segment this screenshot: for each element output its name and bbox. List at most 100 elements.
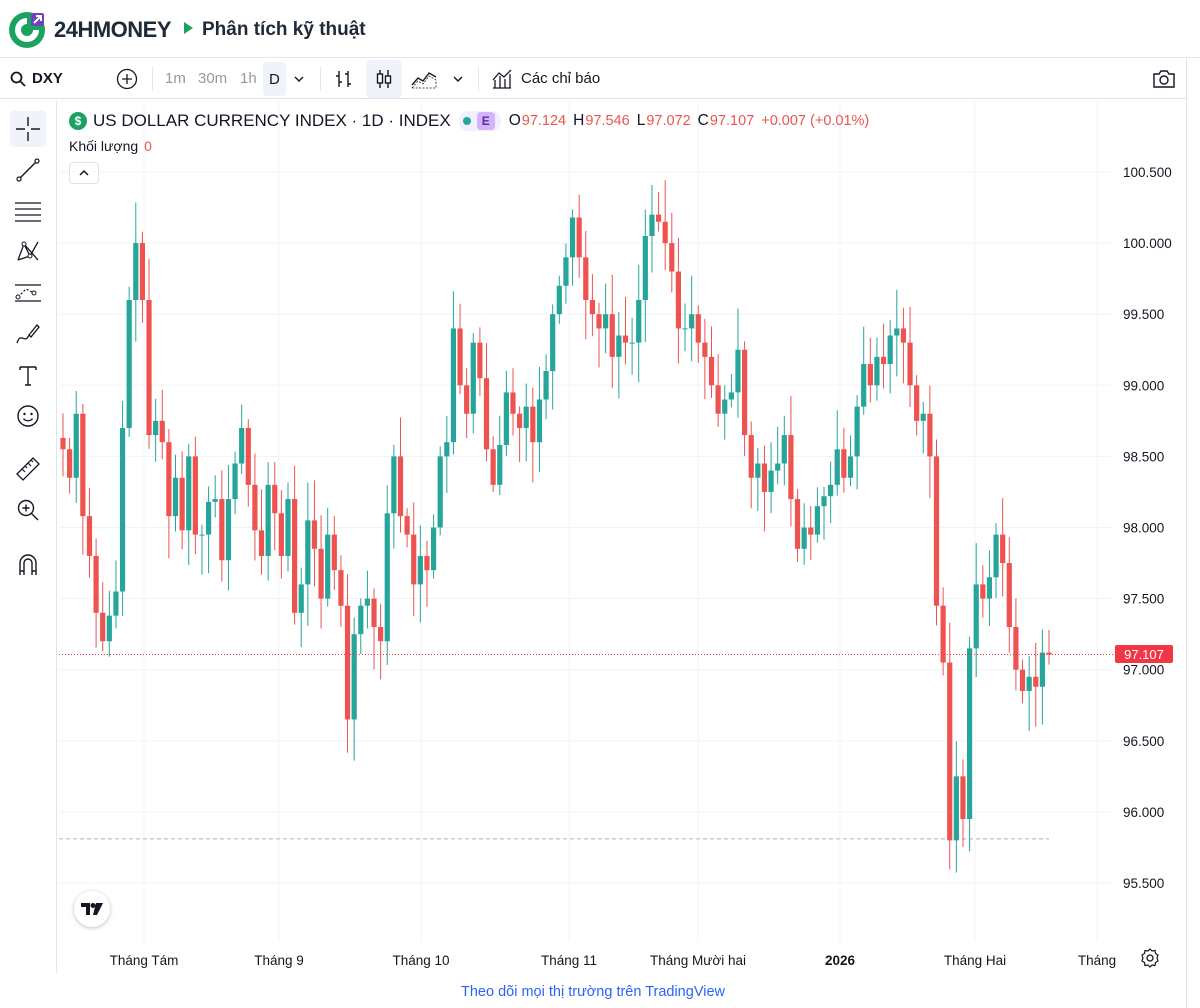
market-open-dot-icon — [462, 117, 471, 125]
magnet-icon — [19, 554, 37, 575]
symbol-title[interactable]: US DOLLAR CURRENCY INDEX · 1D · INDEX — [93, 111, 451, 130]
candle-body — [404, 516, 410, 535]
forecast-tool[interactable] — [10, 275, 46, 311]
candle-body — [702, 342, 708, 357]
forecast-icon — [15, 284, 41, 302]
x-axis-tick-label: Tháng Mười hai — [650, 953, 746, 968]
candle-body — [239, 427, 245, 464]
area-style-button[interactable] — [411, 58, 437, 99]
symbol-input[interactable]: DXY — [32, 70, 63, 87]
compare-symbol-button[interactable] — [116, 58, 138, 99]
emoji-tool[interactable] — [10, 398, 46, 434]
candle-body — [622, 335, 629, 343]
bars-style-button[interactable] — [334, 58, 354, 99]
toolbar-divider — [320, 67, 321, 91]
candle-body — [444, 442, 450, 457]
candle-body — [947, 662, 953, 841]
brush-icon — [16, 324, 40, 344]
candle-body — [417, 555, 423, 585]
candle-body — [272, 484, 278, 514]
close-value: 97.107 — [709, 113, 755, 129]
candle-body — [159, 420, 165, 443]
candle-body — [113, 591, 119, 616]
last-price-label: 97.107 — [1115, 645, 1173, 663]
screenshot-button[interactable] — [1152, 58, 1176, 99]
candle-body — [695, 314, 701, 343]
candle-body — [722, 399, 728, 414]
candle-body — [358, 605, 364, 635]
magnet-tool[interactable] — [10, 547, 46, 583]
zoom-in-tool[interactable] — [10, 492, 46, 528]
candle-body — [278, 513, 284, 556]
candle-body — [854, 406, 860, 457]
brand-logo-icon[interactable] — [7, 10, 47, 50]
candle-body — [636, 299, 642, 343]
candle-body — [649, 214, 655, 236]
candle-body — [133, 243, 139, 300]
candle-body — [973, 584, 979, 649]
candle-body — [735, 349, 741, 393]
search-icon — [10, 71, 26, 87]
ruler-icon — [16, 457, 40, 481]
dollar-icon: $ — [69, 112, 87, 130]
brand-logo-text[interactable]: 24HMONEY — [54, 17, 172, 42]
interval-1h[interactable]: 1h — [240, 70, 257, 87]
interval-1m[interactable]: 1m — [165, 70, 186, 87]
interval-30m[interactable]: 30m — [198, 70, 228, 87]
market-status-badge[interactable]: E — [458, 111, 501, 131]
candle-body — [225, 499, 232, 561]
y-axis-tick-label: 97.500 — [1123, 592, 1164, 607]
change-value: +0.007 (+0.01%) — [761, 113, 870, 129]
candle-body — [457, 328, 463, 386]
chart-panel[interactable]: 100.500 100.000 99.500 99.000 98.500 98.000 97… — [59, 101, 1186, 973]
pattern-tool[interactable] — [10, 234, 46, 270]
candle-body — [609, 314, 615, 357]
indicators-button[interactable]: Các chỉ báo — [491, 58, 600, 99]
indicators-label: Các chỉ báo — [521, 70, 601, 87]
crosshair-tool[interactable] — [10, 111, 46, 147]
candlestick-chart[interactable]: 100.500 100.000 99.500 99.000 98.500 98.000 97… — [59, 101, 1186, 973]
candle-body — [867, 363, 873, 386]
measure-tool[interactable] — [10, 451, 46, 487]
chart-type-dropdown[interactable] — [452, 58, 464, 99]
right-panel-edge — [1186, 58, 1200, 1008]
settings-gear-icon[interactable] — [1139, 947, 1161, 969]
x-axis-tick-label: Tháng Tám — [110, 953, 179, 968]
tradingview-logo[interactable] — [74, 891, 110, 927]
candle-body — [305, 520, 311, 585]
chart-legend: $ US DOLLAR CURRENCY INDEX · 1D · INDEX … — [69, 111, 876, 131]
interval-dropdown[interactable] — [293, 58, 305, 99]
tradingview-link[interactable]: Theo dõi mọi thị trường trên TradingView — [461, 983, 725, 1000]
interval-d[interactable]: D — [263, 62, 286, 96]
candle-body — [1006, 563, 1012, 628]
trend-line-tool[interactable] — [10, 152, 46, 188]
open-value: 97.124 — [521, 113, 567, 129]
candle-body — [894, 328, 900, 336]
symbol-search[interactable]: DXY — [10, 58, 63, 99]
y-axis-tick-label: 95.500 — [1123, 876, 1164, 891]
candle-body — [966, 648, 973, 820]
chevron-down-icon — [294, 76, 304, 82]
candle-body — [497, 445, 503, 485]
candle-body — [100, 612, 106, 642]
candle-body — [424, 555, 430, 571]
text-tool[interactable] — [10, 357, 46, 393]
tradingview-icon — [81, 903, 103, 915]
candle-body — [437, 456, 443, 528]
candle-body — [212, 499, 218, 502]
collapse-legend-button[interactable] — [69, 162, 99, 184]
volume-value: 0 — [144, 138, 152, 154]
candle-body — [311, 520, 318, 549]
fib-retracement-tool[interactable] — [10, 193, 46, 229]
candle-body — [139, 243, 146, 300]
candles-style-button[interactable] — [366, 60, 402, 98]
x-axis-tick-label: 2026 — [825, 953, 856, 968]
candle-body — [245, 427, 251, 485]
candle-body — [887, 335, 893, 364]
brush-tool[interactable] — [10, 316, 46, 352]
area-chart-icon — [411, 71, 437, 88]
candle-body — [563, 257, 569, 286]
candle-body — [106, 615, 112, 642]
candle-body — [73, 413, 79, 478]
candle-body — [258, 530, 265, 556]
